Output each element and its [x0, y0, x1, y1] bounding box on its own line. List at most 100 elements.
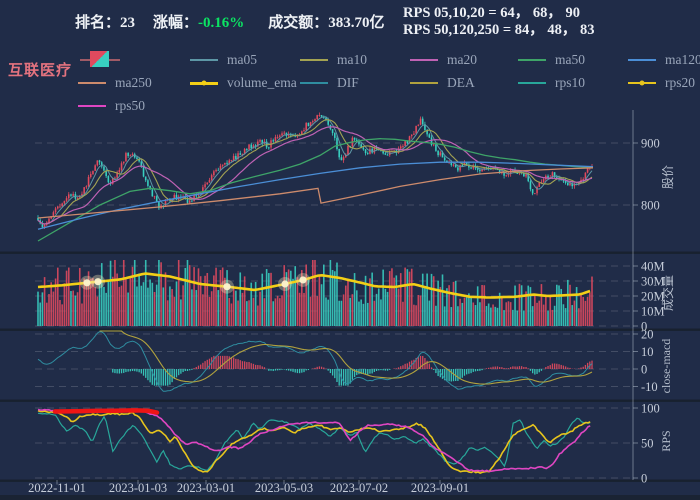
legend-item-ma20[interactable]: ma20	[410, 52, 477, 68]
macd-histogram-bar	[202, 362, 204, 369]
legend-item-DEA[interactable]: DEA	[410, 75, 475, 91]
macd-histogram-bar	[492, 366, 494, 369]
macd-histogram-bar	[235, 358, 237, 369]
y-tick-label: 20	[641, 327, 654, 341]
volume-bar	[483, 285, 486, 326]
macd-histogram-bar	[283, 369, 285, 370]
candle-body	[43, 224, 46, 228]
legend-item-volume_ema[interactable]: volume_ema	[190, 75, 297, 91]
candle-body	[463, 162, 466, 166]
divider-macd-rps	[0, 399, 700, 402]
legend-item-DIF[interactable]: DIF	[300, 75, 359, 91]
line-dea	[99, 330, 593, 385]
legend-item-ma05[interactable]: ma05	[190, 52, 257, 68]
legend-item-rps10[interactable]: rps10	[518, 75, 585, 91]
macd-histogram-bar	[120, 369, 123, 374]
line-rps50	[37, 408, 591, 473]
legend-item-ma250[interactable]: ma250	[78, 75, 152, 91]
volume-bar	[349, 297, 351, 326]
legend-label-DEA: DEA	[447, 75, 475, 90]
volume-bar	[391, 268, 393, 326]
macd-histogram-bar	[384, 369, 386, 371]
volume-bar	[63, 283, 66, 326]
candle-body	[415, 125, 417, 134]
candle-body	[224, 162, 226, 165]
legend-item-ma50[interactable]: ma50	[518, 52, 585, 68]
legend-item-ma120[interactable]: ma120	[628, 52, 700, 68]
volume-bar	[61, 304, 63, 326]
legend-item-candlestick[interactable]	[80, 51, 120, 68]
volume-bar	[584, 300, 587, 326]
legend-item-rps50[interactable]: rps50	[78, 98, 145, 114]
macd-histogram-bar	[584, 364, 587, 369]
macd-histogram-bar	[534, 369, 536, 375]
candle-body	[215, 169, 217, 172]
volume-bar	[274, 298, 277, 326]
candle-body	[213, 171, 215, 176]
macd-histogram-bar	[164, 369, 167, 386]
volume-bar	[553, 305, 556, 326]
legend-swatch-ma120	[628, 59, 656, 61]
macd-histogram-bar	[259, 365, 261, 369]
candle-body	[147, 180, 149, 186]
macd-histogram-bar	[298, 369, 301, 374]
volume-bar	[371, 272, 373, 326]
volume-bar	[208, 296, 211, 326]
volume-bar	[320, 284, 323, 326]
legend-item-rps20[interactable]: rps20	[628, 75, 695, 91]
turnover-value: 383.70亿	[328, 15, 385, 31]
candle-body	[217, 169, 220, 171]
volume-bar	[419, 295, 422, 326]
rps-highlight-band	[52, 408, 160, 415]
volume-ema-marker	[223, 283, 231, 291]
macd-histogram-bar	[303, 369, 305, 373]
volume-bar	[452, 281, 455, 326]
candle-body	[140, 161, 143, 167]
macd-histogram-bar	[540, 369, 543, 371]
macd-histogram-bar	[279, 369, 281, 371]
macd-histogram-bar	[415, 357, 417, 369]
volume-bar	[509, 302, 512, 326]
candle-body	[538, 182, 541, 187]
volume-bar	[195, 290, 198, 326]
volume-bar	[474, 305, 477, 326]
volume-bar	[158, 260, 160, 326]
candle-body	[164, 199, 167, 207]
macd-histogram-bar	[222, 355, 224, 369]
volume-bar	[136, 286, 138, 326]
bottom-strip	[0, 495, 700, 500]
candle-body	[41, 223, 44, 228]
volume-bar	[309, 296, 312, 326]
macd-histogram-bar	[233, 357, 235, 369]
volume-bar	[252, 297, 255, 326]
macd-histogram-bar	[393, 368, 395, 369]
volume-bar	[549, 296, 552, 326]
candle-body	[208, 180, 211, 183]
legend-label-ma20: ma20	[447, 52, 477, 67]
macd-histogram-bar	[459, 369, 461, 380]
macd-histogram-bar	[296, 369, 299, 374]
volume-bar	[514, 285, 516, 326]
candle-body	[261, 140, 264, 144]
volume-bar	[184, 267, 187, 326]
y-tick-label: 30M	[641, 274, 665, 288]
legend-label-ma05: ma05	[227, 52, 257, 67]
volume-bar	[155, 284, 158, 326]
volume-bar	[39, 302, 41, 326]
legend-item-ma10[interactable]: ma10	[300, 52, 367, 68]
volume-bar	[564, 308, 567, 326]
y-tick-label: 10M	[641, 304, 665, 318]
volume-bar	[325, 297, 327, 326]
volume-bar	[538, 300, 541, 326]
volume-bar	[459, 298, 461, 326]
macd-histogram-bar	[131, 369, 134, 371]
candle-sample-icon	[90, 51, 109, 67]
macd-histogram-bar	[180, 369, 182, 374]
line-volume-ema	[37, 272, 591, 299]
volume-bar	[377, 288, 380, 326]
volume-bar	[177, 260, 180, 326]
volume-bar	[235, 290, 237, 326]
volume-bar	[265, 269, 268, 326]
divider-price-volume	[0, 251, 700, 254]
candle-body	[312, 121, 314, 123]
